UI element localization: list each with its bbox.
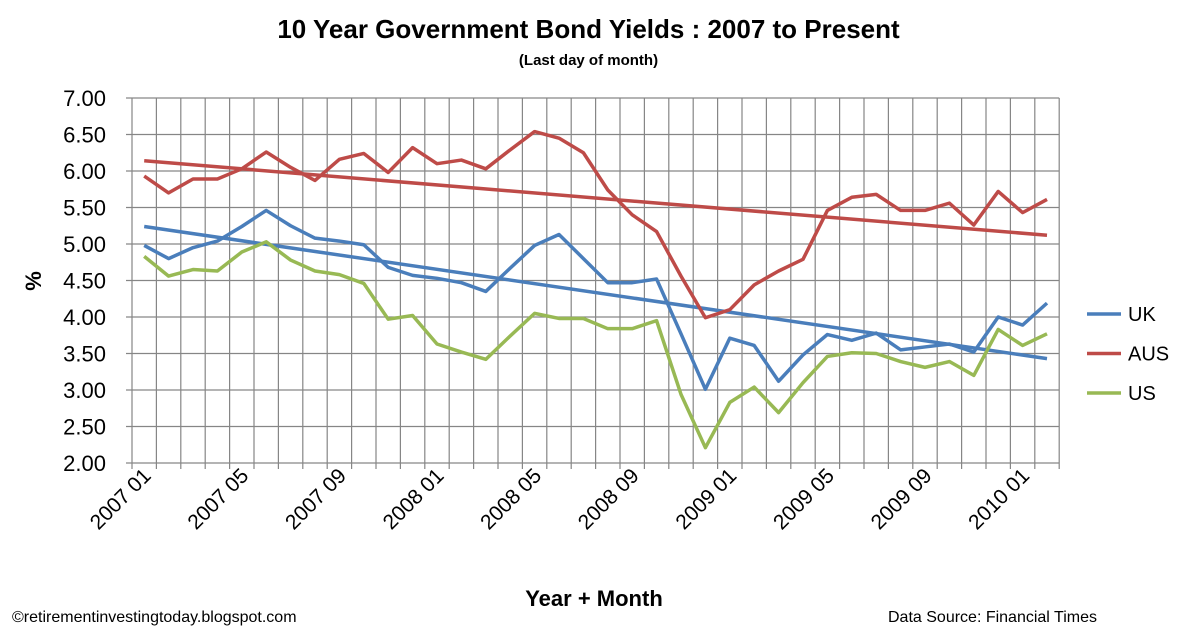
y-tick-label: 3.50: [63, 342, 106, 367]
y-tick-label: 2.50: [63, 415, 106, 440]
x-tick-label: 2009 01: [671, 464, 741, 534]
chart-title: 10 Year Government Bond Yields : 2007 to…: [277, 14, 900, 44]
copyright-text: ©retirementinvestingtoday.blogspot.com: [12, 609, 297, 626]
y-tick-label: 3.00: [63, 378, 106, 403]
legend-label-aus: AUS: [1128, 344, 1169, 366]
x-axis-label: Year + Month: [525, 586, 663, 611]
x-tick-label: 2008 01: [379, 464, 449, 534]
y-tick-label: 2.00: [63, 451, 106, 476]
series-line-aus: [143, 129, 1048, 320]
x-tick-label: 2008 09: [574, 464, 644, 534]
trendline-uk: [143, 224, 1048, 361]
trendline-aus: [144, 159, 1048, 237]
data-source-text: Data Source: Financial Times: [888, 609, 1097, 626]
x-tick-label: 2007 09: [281, 464, 351, 534]
y-tick-label: 6.50: [63, 123, 106, 148]
x-tick-label: 2009 05: [769, 464, 839, 534]
y-tick-label: 5.50: [63, 196, 106, 221]
series-line-uk: [143, 208, 1049, 392]
legend-label-us: US: [1128, 383, 1156, 405]
y-tick-label: 5.00: [63, 232, 106, 257]
series-line-us: [143, 240, 1048, 450]
y-tick-label: 4.00: [63, 305, 106, 330]
x-tick-label: 2008 05: [476, 464, 546, 534]
y-tick-label: 6.00: [63, 159, 106, 184]
x-tick-label: 2009 09: [867, 464, 937, 534]
legend-label-uk: UK: [1128, 304, 1156, 326]
y-tick-label: 4.50: [63, 269, 106, 294]
chart-subtitle: (Last day of month): [518, 52, 659, 69]
y-tick-label: 7.00: [63, 86, 106, 111]
x-tick-label: 2010 01: [964, 464, 1034, 534]
x-tick-label: 2007 05: [183, 464, 253, 534]
